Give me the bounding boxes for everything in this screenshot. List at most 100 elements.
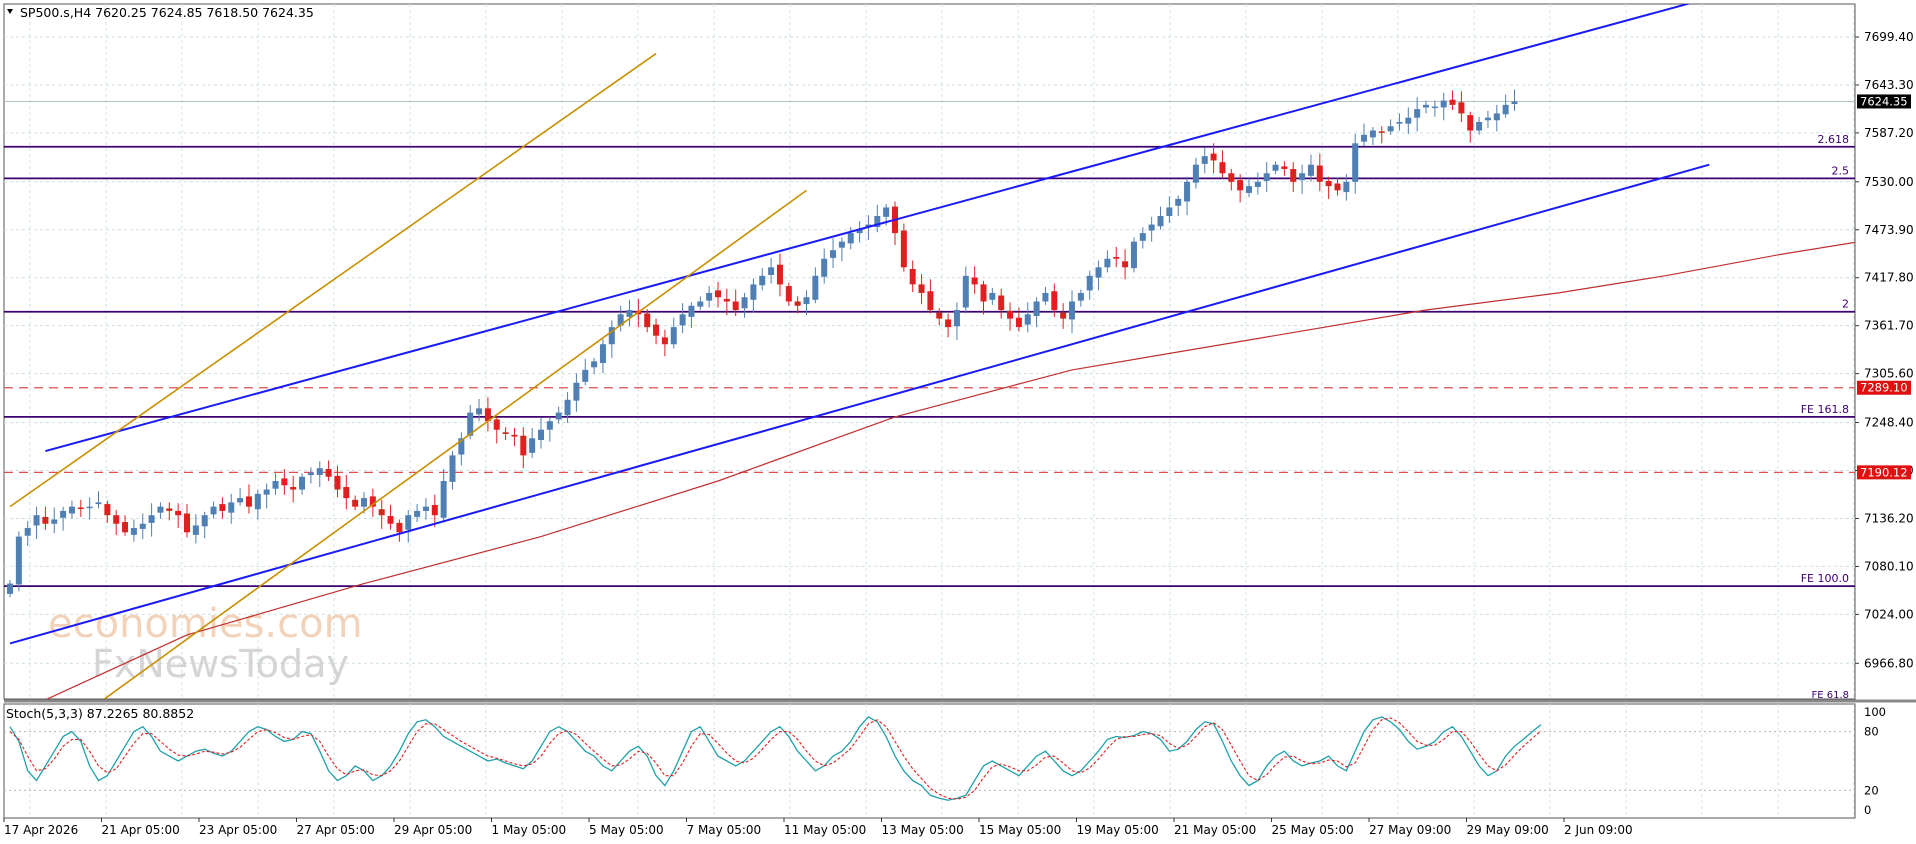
y-tick-label: 7587.20 xyxy=(1864,126,1914,140)
candle-bull xyxy=(838,241,845,248)
candle-bull xyxy=(1299,173,1306,181)
candle-bear xyxy=(290,486,297,490)
candle-bull xyxy=(254,493,261,510)
candle-bull xyxy=(679,314,686,326)
candle-bull xyxy=(440,481,447,518)
candle-bear xyxy=(219,504,226,511)
candle-bull xyxy=(15,536,22,585)
candle-bull xyxy=(1369,130,1376,138)
candle-bull xyxy=(1077,292,1084,301)
candle-bear xyxy=(1378,131,1385,133)
candle-bull xyxy=(564,399,571,416)
candle-bull xyxy=(361,498,367,507)
candle-bull xyxy=(608,327,615,345)
candle-bull xyxy=(741,297,748,309)
price-tag-bg xyxy=(1857,94,1911,109)
candle-bear xyxy=(1237,180,1244,191)
candle-bull xyxy=(1166,207,1173,217)
candle-bull xyxy=(617,314,624,326)
x-tick-label: 17 Apr 2026 xyxy=(4,823,78,837)
y-tick-label: 7643.30 xyxy=(1864,78,1914,92)
candle-bull xyxy=(1414,109,1421,118)
candle-bear xyxy=(77,507,84,510)
candle-bull xyxy=(1272,164,1279,171)
candle-bear xyxy=(732,301,739,311)
stoch-title: Stoch(5,3,3) 87.2265 80.8852 xyxy=(6,706,194,721)
candle-bear xyxy=(1210,153,1217,161)
candle-bull xyxy=(1148,224,1155,231)
candle-bear xyxy=(794,301,801,306)
candle-bear xyxy=(998,295,1005,311)
x-tick-label: 21 May 05:00 xyxy=(1174,823,1256,837)
gold-trend-line xyxy=(9,52,657,508)
x-tick-label: 1 May 05:00 xyxy=(492,823,567,837)
candle-bear xyxy=(661,337,668,345)
candle-bull xyxy=(263,489,270,495)
level-label: 2 xyxy=(1842,298,1849,311)
dropdown-icon xyxy=(7,9,13,14)
candle-bull xyxy=(529,438,536,453)
watermark-economies: economies.com xyxy=(48,601,363,647)
candle-bull xyxy=(759,275,766,286)
level-label-cut: FE 61.8 xyxy=(1811,690,1849,701)
stoch-plot-border xyxy=(3,703,1856,819)
candle-bull xyxy=(458,438,465,455)
candle-bull xyxy=(1184,181,1191,202)
candle-bull xyxy=(803,297,810,305)
candle-bear xyxy=(1122,261,1129,268)
x-tick-label: 25 May 05:00 xyxy=(1272,823,1354,837)
candle-bull xyxy=(405,515,412,530)
candle-bear xyxy=(104,504,111,516)
candle-bear xyxy=(343,486,350,499)
candle-bull xyxy=(847,233,854,244)
candle-bull xyxy=(1431,106,1438,109)
x-tick-label: 7 May 05:00 xyxy=(687,823,762,837)
stochastic-panel: 100 80 20 0 xyxy=(4,705,1886,817)
candle-bull xyxy=(706,292,713,301)
candle-bull xyxy=(1139,233,1146,241)
candle-bull xyxy=(1246,186,1252,193)
y-tick-label: 7417.80 xyxy=(1864,271,1914,285)
candle-bull xyxy=(95,502,102,505)
y-tick-label: 7473.90 xyxy=(1864,223,1914,237)
y-tick-label: 6966.80 xyxy=(1864,656,1914,670)
candle-bear xyxy=(1007,310,1014,319)
candle-bull xyxy=(688,305,695,317)
candle-bear xyxy=(776,264,783,285)
candle-bear xyxy=(1458,102,1465,114)
candle-bull xyxy=(750,284,757,300)
candle-bull xyxy=(1502,104,1509,115)
candle-bull xyxy=(449,455,456,482)
candle-bear xyxy=(653,324,660,336)
level-tag-bg xyxy=(1857,380,1911,395)
candle-bull xyxy=(555,412,562,420)
x-tick-label: 2 Jun 09:00 xyxy=(1564,823,1633,837)
candle-bull xyxy=(874,216,881,228)
candle-bear xyxy=(945,319,952,328)
candle-bear xyxy=(936,312,943,319)
time-axis: 17 Apr 2026 21 Apr 05:00 23 Apr 05:00 27 Ap… xyxy=(3,818,1633,837)
price-tag: 7624.35 xyxy=(1860,94,1908,108)
candle-bull xyxy=(1511,101,1518,105)
candle-bull xyxy=(883,207,890,217)
candle-bull xyxy=(201,515,208,527)
x-tick-label: 21 Apr 05:00 xyxy=(102,823,180,837)
candle-bear xyxy=(325,469,332,477)
candle-bull xyxy=(538,429,544,440)
candle-bull xyxy=(307,472,314,476)
candle-bull xyxy=(1175,198,1182,206)
candle-bull xyxy=(68,506,75,514)
stoch-main-line xyxy=(9,716,1542,801)
candle-bear xyxy=(1015,317,1022,328)
candle-bull xyxy=(1042,292,1049,302)
candle-bear xyxy=(980,284,987,302)
level-label: 2.618 xyxy=(1818,133,1850,146)
candle-bull xyxy=(821,258,828,277)
main-plot-border xyxy=(3,3,1856,700)
candle-bull xyxy=(1361,134,1368,142)
candle-bear xyxy=(520,435,527,456)
price-grid xyxy=(4,4,1855,818)
x-tick-label: 27 Apr 05:00 xyxy=(297,823,375,837)
candle-bull xyxy=(1095,267,1102,278)
candle-bear xyxy=(511,434,518,437)
